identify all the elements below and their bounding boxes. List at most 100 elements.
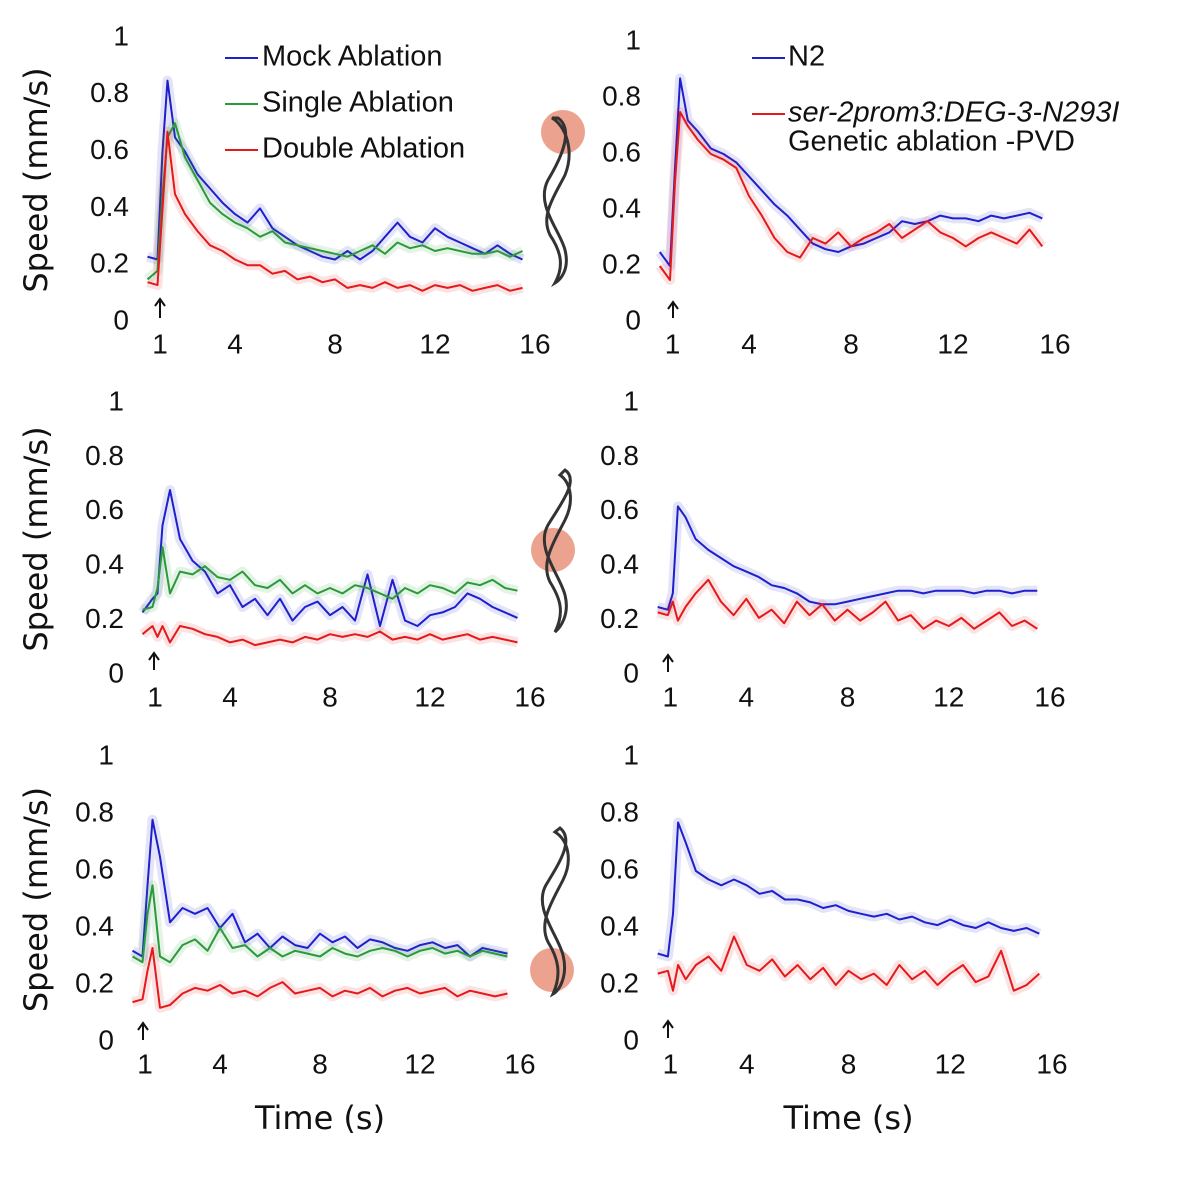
series-line bbox=[147, 79, 523, 261]
x-tick-label: 16 bbox=[504, 1048, 535, 1079]
y-tick-label: 0 bbox=[98, 1024, 114, 1055]
y-tick-label: 0 bbox=[108, 657, 124, 688]
x-tick-label: 12 bbox=[414, 681, 445, 712]
stimulus-arrow bbox=[154, 297, 166, 318]
x-tick-label: 1 bbox=[665, 328, 681, 359]
y-tick-label: 1 bbox=[623, 739, 639, 770]
y-tick-label: 0.2 bbox=[602, 248, 641, 279]
x-tick-label: 12 bbox=[404, 1048, 435, 1079]
legend-label: ser-2prom3:DEG-3-N293I bbox=[788, 97, 1119, 129]
series-line bbox=[132, 947, 508, 1009]
y-tick-label: 0.6 bbox=[600, 494, 639, 525]
legend-label: Mock Ablation bbox=[262, 41, 443, 73]
x-tick-label: 16 bbox=[1036, 1048, 1067, 1079]
series-line bbox=[658, 111, 1044, 281]
x-tick-label: 1 bbox=[663, 681, 679, 712]
x-tick-label: 16 bbox=[1039, 328, 1070, 359]
x-tick-label: 4 bbox=[222, 681, 238, 712]
y-axis-label: Speed (mm/s) bbox=[17, 426, 55, 651]
y-tick-label: 1 bbox=[623, 385, 639, 416]
x-tick-label: 8 bbox=[841, 1048, 857, 1079]
y-tick-label: 0.2 bbox=[90, 248, 129, 279]
x-tick-label: 16 bbox=[519, 328, 550, 359]
x-tick-label: 4 bbox=[739, 1048, 755, 1079]
x-tick-label: 8 bbox=[327, 328, 343, 359]
x-tick-label: 1 bbox=[137, 1048, 153, 1079]
x-tick-label: 12 bbox=[419, 328, 450, 359]
y-tick-label: 1 bbox=[113, 20, 129, 51]
y-tick-label: 0.4 bbox=[75, 910, 114, 941]
y-axis-label: Speed (mm/s) bbox=[17, 787, 55, 1012]
x-tick-label: 4 bbox=[741, 328, 757, 359]
series-line bbox=[146, 122, 523, 281]
series-band bbox=[130, 814, 509, 962]
legend-annotation: Genetic ablation -PVD bbox=[788, 126, 1075, 158]
series-line bbox=[657, 935, 1040, 992]
stimulus-arrow bbox=[662, 1019, 674, 1038]
series-line bbox=[141, 625, 518, 647]
y-axis-label: Speed (mm/s) bbox=[17, 67, 55, 292]
x-tick-label: 1 bbox=[152, 328, 168, 359]
worm bbox=[542, 116, 571, 288]
series-line bbox=[132, 818, 508, 958]
stimulus-arrow bbox=[148, 651, 160, 670]
y-tick-label: 1 bbox=[625, 24, 641, 55]
y-tick-label: 0.4 bbox=[602, 192, 641, 223]
x-tick-label: 16 bbox=[1034, 681, 1065, 712]
ablation-site bbox=[530, 948, 574, 992]
y-tick-label: 0.2 bbox=[75, 967, 114, 998]
series-band bbox=[656, 817, 1042, 962]
stimulus-arrow bbox=[662, 653, 674, 672]
series-line bbox=[142, 546, 518, 611]
x-tick-label: 4 bbox=[738, 681, 754, 712]
x-tick-label: 4 bbox=[212, 1048, 228, 1079]
series-line bbox=[657, 505, 1038, 611]
x-tick-label: 1 bbox=[147, 681, 163, 712]
x-tick-label: 8 bbox=[312, 1048, 328, 1079]
y-tick-label: 0.8 bbox=[85, 440, 124, 471]
y-tick-label: 0.6 bbox=[602, 136, 641, 167]
series-band bbox=[130, 880, 509, 968]
x-tick-label: 8 bbox=[843, 328, 859, 359]
y-tick-label: 0.2 bbox=[600, 967, 639, 998]
x-axis-label: Time (s) bbox=[782, 1099, 913, 1137]
y-tick-label: 0 bbox=[625, 304, 641, 335]
y-tick-label: 0.4 bbox=[85, 549, 124, 580]
x-tick-label: 1 bbox=[663, 1048, 679, 1079]
series-band bbox=[138, 485, 520, 631]
legend-label: Double Ablation bbox=[262, 133, 465, 165]
y-tick-label: 0.6 bbox=[85, 494, 124, 525]
y-tick-label: 0 bbox=[113, 304, 129, 335]
y-tick-label: 0.8 bbox=[90, 77, 129, 108]
y-tick-label: 0.4 bbox=[90, 191, 129, 222]
x-tick-label: 8 bbox=[840, 681, 856, 712]
series-line bbox=[657, 821, 1040, 958]
y-tick-label: 0 bbox=[623, 657, 639, 688]
y-tick-label: 0.2 bbox=[600, 603, 639, 634]
y-tick-label: 0.8 bbox=[600, 796, 639, 827]
y-tick-label: 0.4 bbox=[600, 910, 639, 941]
stimulus-arrow bbox=[667, 300, 679, 318]
series-line bbox=[147, 130, 523, 292]
worm-icons bbox=[530, 110, 585, 998]
y-tick-label: 0.6 bbox=[75, 853, 114, 884]
x-tick-label: 4 bbox=[227, 328, 243, 359]
stimulus-arrow bbox=[137, 1021, 149, 1040]
legend-label: Single Ablation bbox=[262, 87, 454, 119]
worm bbox=[542, 468, 572, 634]
x-tick-label: 12 bbox=[933, 681, 964, 712]
y-tick-label: 0.2 bbox=[85, 603, 124, 634]
series-line bbox=[658, 77, 1043, 267]
series-line bbox=[657, 578, 1038, 630]
y-tick-label: 1 bbox=[108, 385, 124, 416]
y-tick-label: 0.8 bbox=[600, 440, 639, 471]
y-tick-label: 0.8 bbox=[602, 80, 641, 111]
x-tick-label: 12 bbox=[937, 328, 968, 359]
legend-label: N2 bbox=[788, 41, 825, 73]
y-tick-label: 0.4 bbox=[600, 549, 639, 580]
series-line bbox=[141, 489, 518, 627]
series-line bbox=[132, 884, 508, 964]
x-tick-label: 16 bbox=[514, 681, 545, 712]
stimulus-arrows bbox=[137, 297, 679, 1040]
